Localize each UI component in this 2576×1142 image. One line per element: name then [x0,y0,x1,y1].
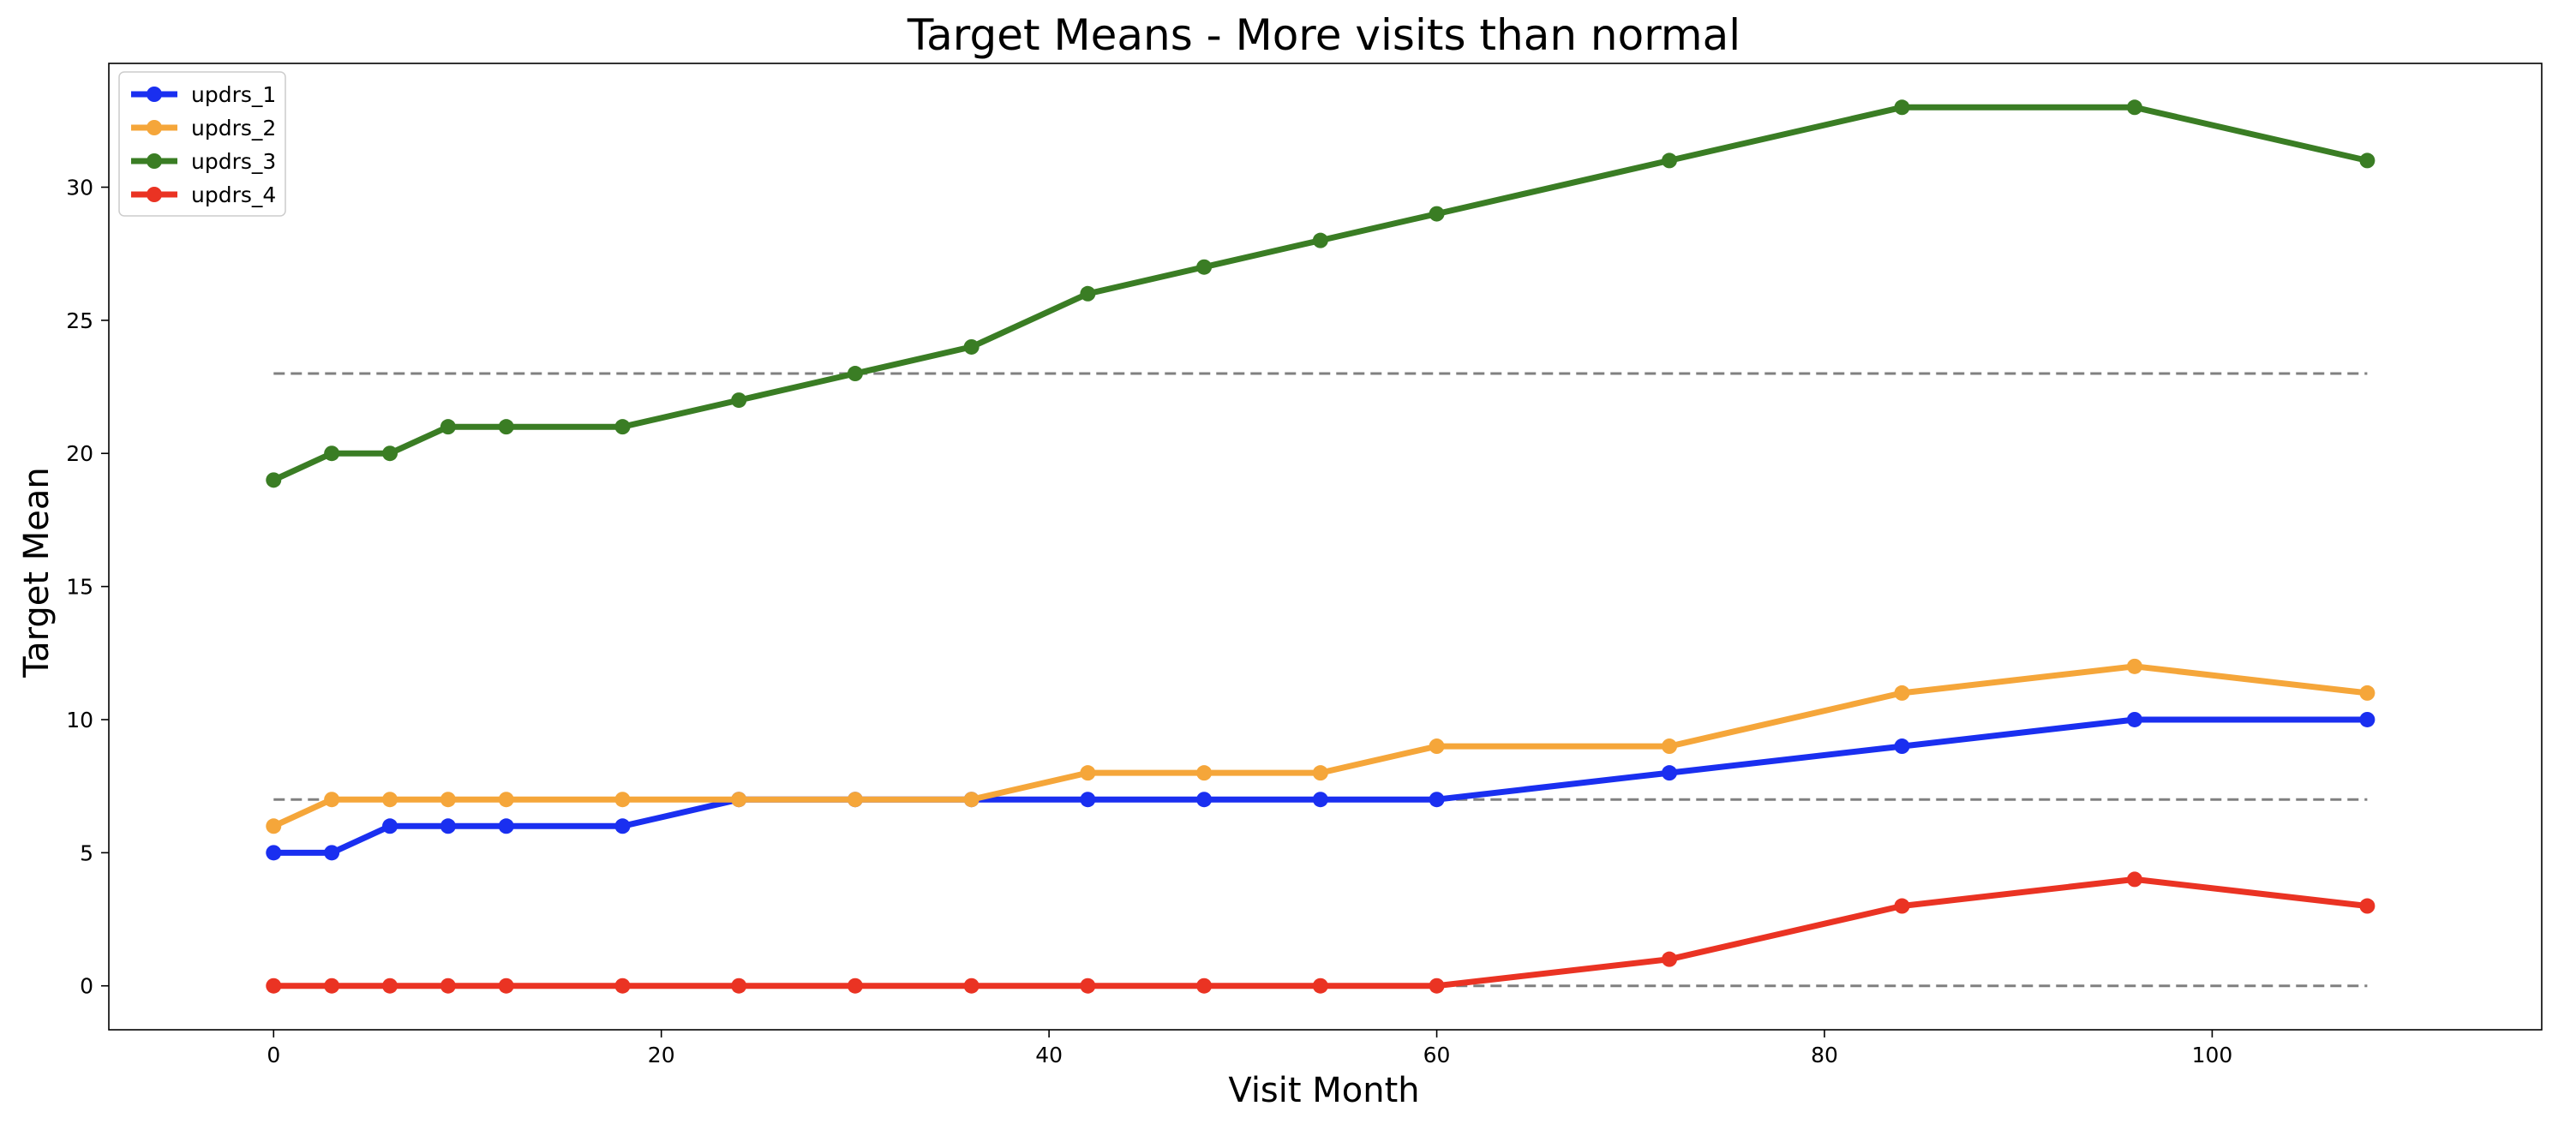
legend-label-updrs_1: updrs_1 [191,82,276,107]
data-point-updrs_2 [2359,685,2375,701]
data-point-updrs_2 [382,792,398,808]
data-point-updrs_1 [614,818,631,834]
data-point-updrs_1 [266,845,282,861]
data-point-updrs_3 [1312,232,1328,248]
data-point-updrs_1 [1662,765,1678,781]
data-point-updrs_3 [382,445,398,462]
data-point-updrs_1 [1196,792,1213,808]
data-point-updrs_4 [324,978,340,994]
y-tick-label: 5 [80,840,93,865]
x-axis-label: Visit Month [1228,1071,1419,1110]
data-point-updrs_2 [440,792,456,808]
x-tick-label: 0 [267,1043,280,1067]
legend-marker-updrs_2 [147,120,162,135]
data-point-updrs_1 [1429,792,1445,808]
data-point-updrs_1 [2126,711,2142,727]
y-tick-label: 15 [66,575,93,600]
data-point-updrs_2 [614,792,631,808]
data-point-updrs_2 [731,792,747,808]
data-point-updrs_4 [1429,978,1445,994]
data-point-updrs_4 [963,978,979,994]
legend-label-updrs_4: updrs_4 [191,182,276,207]
data-point-updrs_4 [1312,978,1328,994]
data-point-updrs_2 [1429,738,1445,755]
data-point-updrs_4 [614,978,631,994]
data-point-updrs_2 [1196,765,1213,781]
data-point-updrs_4 [440,978,456,994]
data-point-updrs_3 [2359,152,2375,169]
legend-marker-updrs_1 [147,87,162,102]
legend: updrs_1 updrs_2 updrs_3 updrs_4 [118,71,286,217]
y-tick-label: 30 [66,175,93,200]
x-tick-label: 20 [648,1043,675,1067]
data-point-updrs_3 [266,472,282,488]
chart-title: Target Means - More visits than normal [907,10,1740,60]
data-point-updrs_3 [731,392,747,409]
data-point-updrs_2 [963,792,979,808]
data-point-updrs_2 [1662,738,1678,755]
legend-marker-updrs_4 [147,187,162,202]
axes-frame [108,63,2543,1031]
data-point-updrs_4 [2359,898,2375,914]
x-tick-label: 80 [1811,1043,1838,1067]
y-tick-label: 20 [66,441,93,466]
data-point-updrs_1 [498,818,514,834]
series-line-updrs_1 [270,716,2370,856]
data-point-updrs_3 [614,419,631,435]
data-point-updrs_4 [266,978,282,994]
data-point-updrs_4 [731,978,747,994]
data-point-updrs_4 [2126,871,2142,888]
data-point-updrs_4 [1080,978,1096,994]
data-point-updrs_1 [382,818,398,834]
legend-marker-updrs_3 [147,153,162,169]
data-point-updrs_4 [382,978,398,994]
y-axis-label: Target Mean [17,467,57,678]
data-point-updrs_3 [1080,285,1096,302]
y-tick-label: 25 [66,308,93,333]
y-tick-label: 0 [80,974,93,999]
series-line-updrs_3 [270,104,2370,483]
data-point-updrs_2 [498,792,514,808]
data-point-updrs_2 [1894,685,1910,701]
data-point-updrs_3 [2126,99,2142,116]
data-point-updrs_4 [847,978,863,994]
y-tick-label: 10 [66,708,93,732]
data-point-updrs_3 [847,366,863,382]
data-point-updrs_3 [1429,206,1445,222]
data-point-updrs_1 [440,818,456,834]
data-point-updrs_2 [266,818,282,834]
data-point-updrs_2 [324,792,340,808]
data-point-updrs_2 [1080,765,1096,781]
data-point-updrs_4 [1662,951,1678,967]
legend-label-updrs_2: updrs_2 [191,116,276,141]
data-point-updrs_1 [324,845,340,861]
data-point-updrs_3 [1894,99,1910,116]
data-point-updrs_3 [324,445,340,462]
data-point-updrs_3 [440,419,456,435]
data-point-updrs_3 [1662,152,1678,169]
plot-area: 0 20 40 60 80 100 0 5 10 15 20 25 30 [66,63,2543,1067]
x-tick-label: 100 [2192,1043,2233,1067]
data-point-updrs_1 [2359,711,2375,727]
data-point-updrs_4 [1894,898,1910,914]
data-point-updrs_1 [1080,792,1096,808]
legend-label-updrs_3: updrs_3 [191,149,276,174]
data-point-updrs_4 [1196,978,1213,994]
series-line-updrs_4 [270,876,2370,990]
data-point-updrs_1 [1312,792,1328,808]
x-tick-label: 60 [1423,1043,1451,1067]
data-point-updrs_3 [1196,259,1213,275]
data-point-updrs_3 [963,338,979,355]
data-point-updrs_2 [2126,658,2142,674]
x-tick-label: 40 [1035,1043,1063,1067]
data-point-updrs_2 [1312,765,1328,781]
legend-box [118,71,286,217]
data-point-updrs_3 [498,419,514,435]
data-point-updrs_2 [847,792,863,808]
data-point-updrs_1 [1894,738,1910,755]
data-point-updrs_4 [498,978,514,994]
